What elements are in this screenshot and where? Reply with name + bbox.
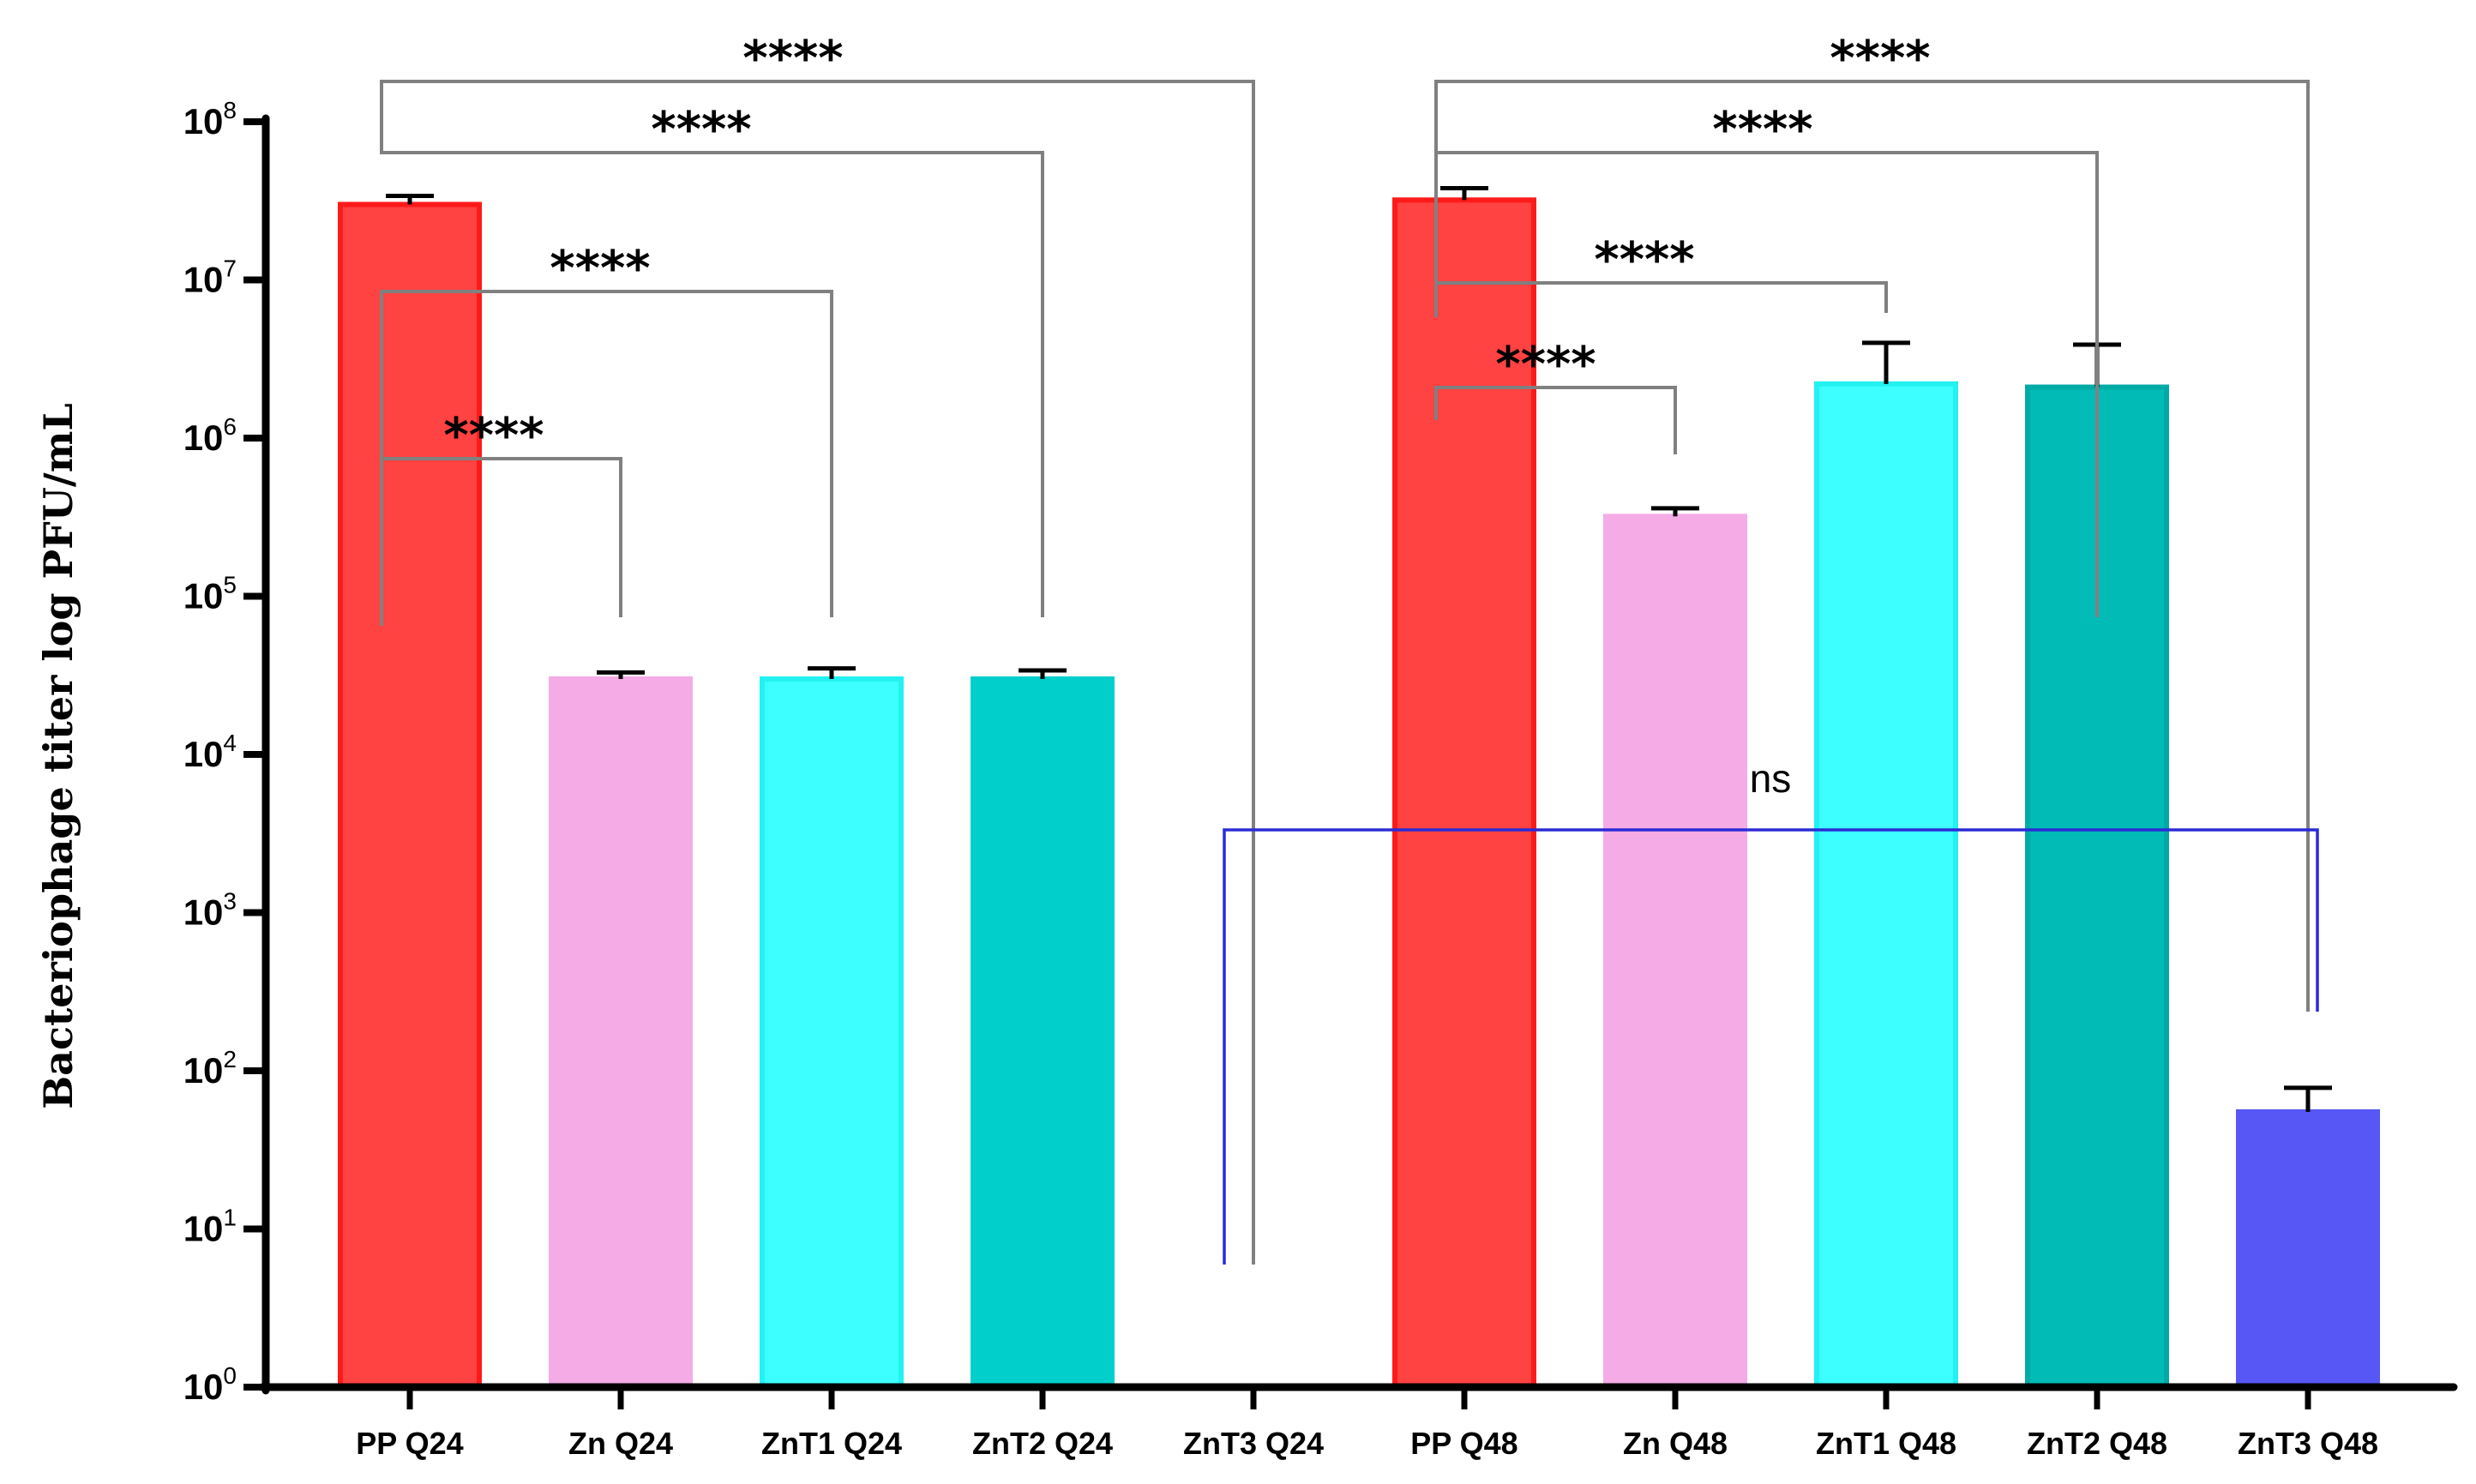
y-tick-exponent: 1 [223,1205,237,1231]
significance-label: **** [1594,232,1694,288]
y-tick-base: 10 [183,1050,224,1090]
bar-znt1-q48 [1814,381,1958,1391]
bracket-line [380,457,622,626]
bracket-line [1434,151,2099,617]
bar-zn-q24 [549,676,693,1390]
y-tick-label: 102 [183,1046,237,1090]
significance-label: **** [651,102,751,158]
bracket-pp-q24-vs-zn-q24: **** [380,408,622,626]
bracket-pp-q24-vs-znt2-q24: **** [380,102,1044,617]
significance-label: **** [443,408,544,464]
y-axis-title-group: Bacteriophage titer log PFU/mL [35,403,81,1108]
x-tick-label: ZnT1 Q24 [761,1426,902,1461]
y-tick-exponent: 3 [223,888,237,915]
bar-pp-q24 [338,201,482,1391]
y-tick-label: 106 [183,413,237,458]
bracket-line [1434,281,1888,317]
y-tick-base: 10 [183,101,224,141]
y-tick-label: 100 [183,1362,237,1407]
y-tick-exponent: 7 [223,255,237,282]
y-tick-exponent: 6 [223,413,237,440]
y-tick-exponent: 5 [223,572,237,598]
significance-label: **** [1830,31,1930,87]
x-tick-label: Zn Q48 [1623,1426,1728,1461]
y-tick-exponent: 8 [223,97,237,123]
y-tick-exponent: 0 [223,1362,237,1389]
y-tick-label: 104 [183,730,237,774]
bar-pp-q48 [1392,197,1536,1391]
bar-znt1-q24 [760,676,904,1390]
x-tick-label: ZnT2 Q48 [2027,1426,2167,1461]
bars-layer [338,197,2380,1391]
y-tick-label: 107 [183,255,237,300]
y-tick-label: 101 [183,1205,237,1249]
x-tick-label: ZnT3 Q48 [2238,1426,2378,1461]
bracket-line [380,80,1255,1265]
x-tick-label: ZnT2 Q24 [972,1426,1113,1461]
bracket-line [380,151,1044,617]
significance-label: **** [550,241,650,297]
x-tick-label: ZnT3 Q24 [1183,1426,1324,1461]
bracket-pp-q24-vs-znt3-q24: **** [380,31,1255,1265]
bar-znt2-q24 [971,676,1115,1390]
bracket-line [1434,386,1677,454]
y-tick-exponent: 4 [223,730,237,756]
y-tick-base: 10 [183,576,224,616]
bracket-znt3-q24-vs-znt3-q48: ns [1223,756,2319,1265]
y-tick-label: 105 [183,572,237,616]
x-tick-label: Zn Q24 [568,1426,673,1461]
x-tick-label: ZnT1 Q48 [1816,1426,1956,1461]
bracket-pp-q48-vs-znt1-q48: **** [1434,232,1888,317]
y-axis-title: Bacteriophage titer log PFU/mL [35,403,81,1108]
x-tick-label: PP Q24 [356,1426,463,1461]
x-tick-label: PP Q48 [1410,1426,1517,1461]
ns-label: ns [1750,756,1792,801]
significance-label: **** [1495,337,1596,393]
bar-zn-q48 [1603,514,1747,1390]
y-tick-base: 10 [183,418,224,458]
y-tick-label: 108 [183,97,237,141]
y-tick-base: 10 [183,260,224,300]
y-tick-label: 103 [183,888,237,933]
significance-label: **** [742,31,843,87]
bracket-pp-q48-vs-zn-q48: **** [1434,337,1677,454]
significance-label: **** [1712,102,1812,158]
bracket-line [1223,828,2319,1265]
y-tick-base: 10 [183,734,224,774]
significance-brackets-layer: **** **** **** **** **** **** **** **** ns [380,31,2319,1265]
bracket-pp-q48-vs-znt2-q48: **** [1434,102,2099,617]
y-tick-exponent: 2 [223,1046,237,1072]
bar-znt3-q48 [2236,1108,2380,1390]
y-tick-base: 10 [183,1209,224,1249]
y-tick-base: 10 [183,892,224,933]
y-tick-base: 10 [183,1367,224,1407]
